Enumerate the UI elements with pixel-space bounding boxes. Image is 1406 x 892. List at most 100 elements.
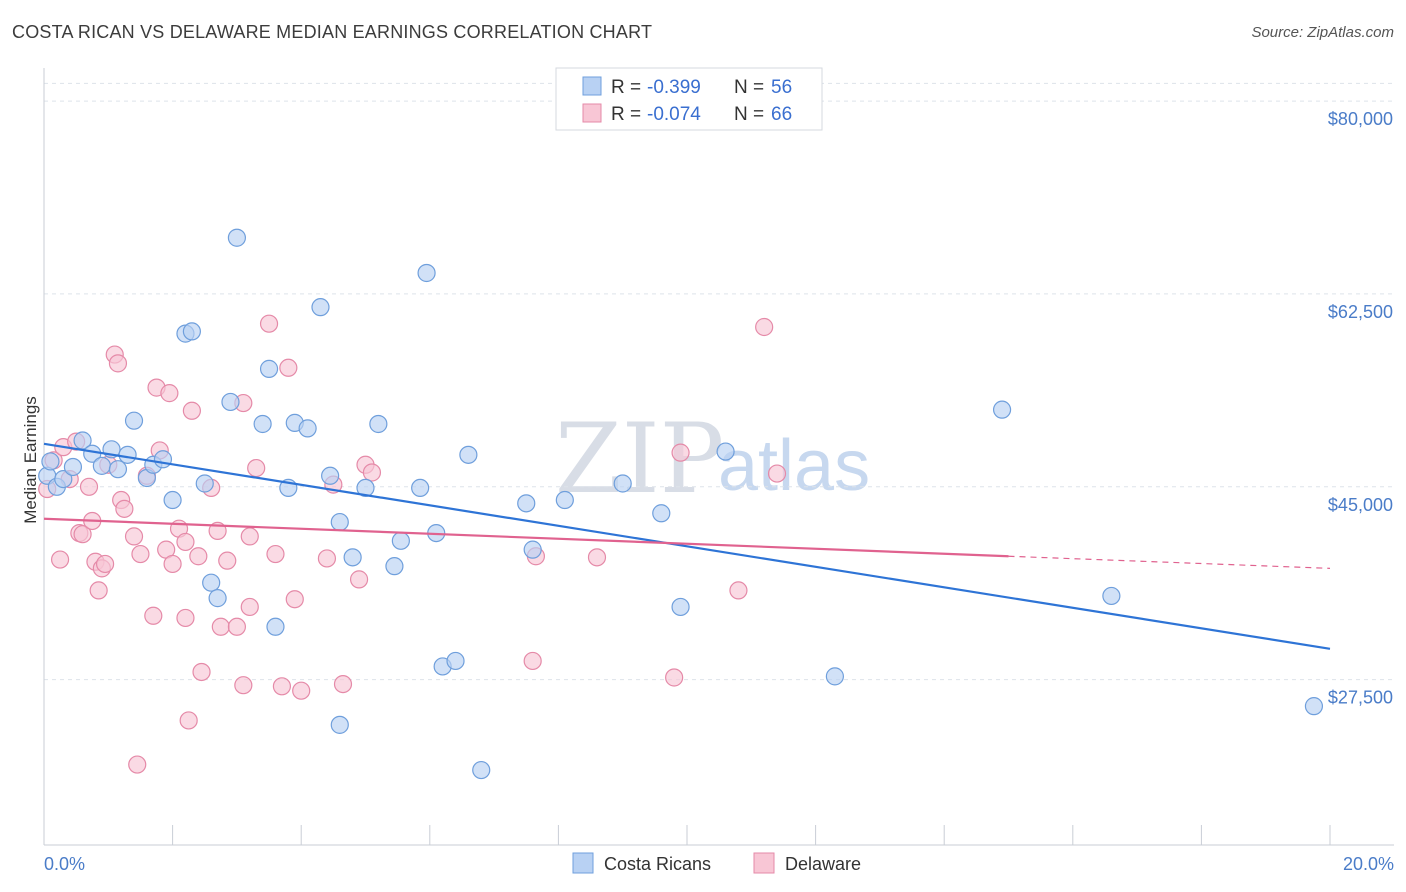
- delaware-point: [192, 662, 211, 682]
- costa-ricans-point: [321, 466, 340, 485]
- delaware-point: [176, 608, 195, 628]
- costa-ricans-trend-line: [43, 442, 1331, 650]
- bottom-legend-swatch-blue: [572, 852, 594, 874]
- costa-ricans-point: [153, 450, 173, 469]
- costa-ricans-point: [716, 442, 735, 461]
- costa-ricans-point: [343, 548, 362, 567]
- delaware-point: [279, 358, 298, 377]
- legend-swatch-pink: [582, 103, 602, 123]
- series-legend: Costa Ricans Delaware: [572, 852, 861, 874]
- legend-n-value-1: 56: [771, 77, 792, 98]
- delaware-point: [266, 544, 285, 564]
- costa-ricans-point: [259, 359, 279, 378]
- costa-ricans-points: [38, 228, 1324, 780]
- delaware-point: [259, 314, 279, 333]
- costa-ricans-point: [1304, 697, 1324, 716]
- delaware-point: [131, 544, 150, 564]
- legend-n-label-2: N =: [734, 104, 764, 125]
- delaware-trend-line: [43, 517, 1009, 558]
- delaware-point: [144, 606, 163, 625]
- y-tick-label: $62,500: [1328, 302, 1393, 322]
- legend-r-value-1: -0.399: [647, 77, 701, 98]
- costa-ricans-point: [202, 573, 221, 592]
- delaware-point: [160, 384, 179, 403]
- source-credit: Source: ZipAtlas.com: [1251, 24, 1394, 41]
- costa-ricans-point: [118, 445, 137, 464]
- delaware-point: [729, 581, 748, 600]
- chart-title: COSTA RICAN VS DELAWARE MEDIAN EARNINGS …: [12, 22, 653, 42]
- delaware-point: [182, 401, 201, 420]
- costa-ricans-point: [671, 597, 690, 617]
- delaware-point: [671, 443, 690, 462]
- legend-r-label-2: R =: [611, 104, 641, 125]
- delaware-point: [317, 549, 337, 568]
- delaware-point: [272, 677, 292, 696]
- y-tick-label: $80,000: [1328, 109, 1393, 129]
- costa-ricans-point: [298, 419, 317, 438]
- costa-ricans-point: [555, 490, 574, 510]
- y-tick-labels: $80,000 $62,500 $45,000 $27,500: [1328, 109, 1393, 708]
- bottom-legend-label-delaware: Delaware: [785, 854, 861, 874]
- delaware-point: [665, 668, 684, 687]
- delaware-point: [115, 499, 134, 518]
- watermark-zip: ZIP: [555, 403, 724, 515]
- delaware-point: [362, 463, 382, 482]
- delaware-point: [128, 755, 147, 774]
- costa-ricans-point: [472, 760, 491, 780]
- correlation-legend: R = -0.399 N = 56 R = -0.074 N = 66: [555, 67, 823, 131]
- costa-ricans-point: [356, 478, 375, 498]
- delaware-point: [79, 477, 99, 496]
- delaware-point: [124, 527, 144, 546]
- delaware-point: [227, 617, 246, 636]
- costa-ricans-point: [227, 228, 246, 247]
- costa-ricans-point: [92, 456, 111, 475]
- costa-ricans-point: [825, 667, 844, 686]
- x-ticks: [43, 825, 1331, 845]
- delaware-point: [247, 458, 266, 478]
- costa-ricans-point: [523, 540, 542, 559]
- costa-ricans-point: [330, 715, 349, 734]
- legend-r-label-1: R =: [611, 77, 641, 98]
- x-tick-label-start: 0.0%: [44, 854, 85, 874]
- costa-ricans-point: [195, 474, 214, 493]
- delaware-point: [523, 651, 542, 671]
- delaware-point: [89, 581, 108, 600]
- costa-ricans-point: [221, 392, 240, 412]
- bottom-legend-label-costa-ricans: Costa Ricans: [604, 854, 711, 874]
- delaware-point: [755, 317, 774, 337]
- delaware-point: [234, 676, 253, 695]
- costa-ricans-point: [108, 460, 128, 479]
- costa-ricans-point: [253, 414, 272, 434]
- legend-r-value-2: -0.074: [647, 104, 701, 125]
- costa-ricans-point: [391, 531, 410, 550]
- x-tick-label-end: 20.0%: [1343, 854, 1394, 874]
- delaware-point: [189, 547, 208, 566]
- costa-ricans-point: [163, 490, 182, 510]
- costa-ricans-point: [652, 504, 671, 523]
- y-tick-label: $45,000: [1328, 495, 1393, 515]
- delaware-point: [333, 674, 353, 694]
- delaware-point: [240, 597, 259, 617]
- delaware-point: [587, 548, 607, 567]
- delaware-point: [240, 527, 259, 546]
- costa-ricans-point: [613, 474, 632, 493]
- costa-ricans-point: [417, 263, 436, 283]
- costa-ricans-point: [446, 651, 465, 671]
- watermark-atlas: atlas: [718, 426, 870, 506]
- delaware-point: [179, 711, 198, 730]
- costa-ricans-point: [411, 478, 430, 498]
- delaware-point: [108, 354, 128, 373]
- delaware-point: [163, 554, 182, 574]
- legend-n-label-1: N =: [734, 77, 764, 98]
- delaware-point: [73, 525, 92, 544]
- gridlines: [44, 82, 1394, 681]
- y-tick-label: $27,500: [1328, 688, 1393, 708]
- delaware-point: [285, 590, 304, 609]
- delaware-point: [349, 570, 369, 589]
- legend-swatch-blue: [582, 76, 602, 96]
- costa-ricans-point: [63, 457, 83, 477]
- bottom-legend-swatch-pink: [753, 852, 775, 874]
- costa-ricans-point: [330, 512, 349, 532]
- costa-ricans-point: [1102, 586, 1121, 606]
